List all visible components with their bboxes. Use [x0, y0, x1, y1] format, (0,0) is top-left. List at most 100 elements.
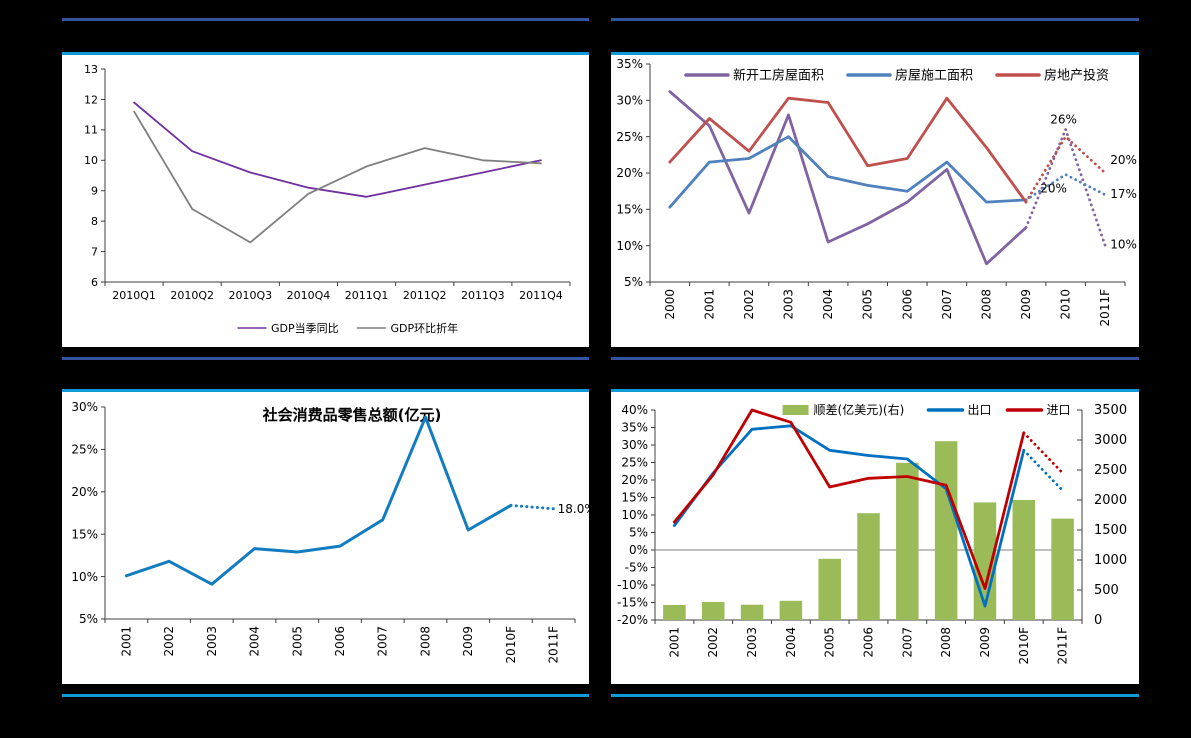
svg-text:2010Q1: 2010Q1 — [112, 289, 156, 302]
svg-text:10: 10 — [84, 154, 98, 167]
svg-text:2011Q1: 2011Q1 — [345, 289, 389, 302]
svg-text:18.0%: 18.0% — [558, 502, 589, 516]
svg-text:2004: 2004 — [784, 627, 798, 658]
svg-text:2004: 2004 — [248, 626, 262, 657]
svg-text:30%: 30% — [621, 438, 648, 452]
svg-text:2500: 2500 — [1094, 463, 1127, 478]
svg-text:20%: 20% — [1110, 153, 1137, 167]
separator-cyan-row1-left — [62, 52, 589, 55]
svg-text:2001: 2001 — [119, 626, 133, 657]
svg-text:2008: 2008 — [939, 627, 953, 658]
svg-text:2011F: 2011F — [547, 626, 561, 664]
svg-text:15%: 15% — [71, 527, 98, 541]
svg-text:2002: 2002 — [706, 627, 720, 658]
retail-sales-chart-panel: 30% 25% 20% 15% 10% 5% 2001 2002 2003 2004 2005 200… — [62, 392, 589, 684]
svg-text:40%: 40% — [621, 403, 648, 417]
svg-text:2004: 2004 — [821, 289, 835, 320]
svg-text:2000: 2000 — [663, 289, 677, 320]
svg-text:2007: 2007 — [940, 289, 954, 320]
svg-text:500: 500 — [1094, 583, 1119, 598]
svg-text:20%: 20% — [71, 485, 98, 499]
svg-text:6: 6 — [91, 276, 98, 289]
svg-text:1000: 1000 — [1094, 553, 1127, 568]
svg-text:2003: 2003 — [205, 626, 219, 657]
svg-text:1500: 1500 — [1094, 523, 1127, 538]
retail-sales-line-chart: 30% 25% 20% 15% 10% 5% 2001 2002 2003 2004 2005 200… — [71, 400, 589, 664]
svg-text:2003: 2003 — [745, 627, 759, 658]
trade-combo-chart: 40% 35% 30% 25% 20% 15% 10% 5% 0% -5% -10% -15% -20%… — [617, 402, 1127, 665]
svg-text:2002: 2002 — [162, 626, 176, 657]
svg-text:20%: 20% — [621, 473, 648, 487]
separator-navy-row1-left — [62, 18, 589, 21]
svg-text:2011Q2: 2011Q2 — [403, 289, 447, 302]
svg-text:20%: 20% — [1040, 181, 1067, 195]
svg-text:2005: 2005 — [823, 627, 837, 658]
svg-text:8: 8 — [91, 215, 98, 228]
svg-text:25%: 25% — [621, 456, 648, 470]
svg-text:10%: 10% — [621, 508, 648, 522]
separator-navy-row2-left — [62, 357, 589, 360]
svg-text:2006: 2006 — [333, 626, 347, 657]
svg-text:5%: 5% — [629, 526, 648, 540]
svg-text:2010: 2010 — [1059, 289, 1073, 320]
svg-text:2006: 2006 — [862, 627, 876, 658]
svg-text:9: 9 — [91, 185, 98, 198]
svg-text:2007: 2007 — [900, 627, 914, 658]
gdp-line-chart: 13 12 11 10 9 8 7 6 2010Q1 2010Q2 2010Q3 2010Q4 2011… — [84, 63, 571, 335]
svg-text:2009: 2009 — [461, 626, 475, 657]
svg-text:2011Q4: 2011Q4 — [519, 289, 563, 302]
svg-text:17%: 17% — [1110, 187, 1137, 201]
svg-text:2005: 2005 — [290, 626, 304, 657]
svg-text:-10%: -10% — [617, 578, 648, 592]
svg-text:3500: 3500 — [1094, 403, 1127, 418]
svg-text:0%: 0% — [629, 543, 648, 557]
svg-text:2010Q3: 2010Q3 — [228, 289, 272, 302]
svg-text:2007: 2007 — [376, 626, 390, 657]
svg-text:2011F: 2011F — [1056, 627, 1070, 665]
svg-text:26%: 26% — [1050, 112, 1077, 126]
svg-text:社会消费品零售总额(亿元): 社会消费品零售总额(亿元) — [262, 406, 442, 424]
svg-text:2008: 2008 — [979, 289, 993, 320]
real-estate-line-chart: 35% 30% 25% 20% 15% 10% 5% 2000 2001 2002 2003 2004… — [616, 57, 1137, 327]
svg-text:20%: 20% — [616, 166, 643, 180]
real-estate-chart-panel: 35% 30% 25% 20% 15% 10% 5% 2000 2001 2002 2003 2004… — [611, 55, 1139, 347]
svg-text:30%: 30% — [616, 94, 643, 108]
separator-cyan-bottom-left — [62, 694, 589, 697]
svg-text:2003: 2003 — [782, 289, 796, 320]
separator-cyan-row2-right — [611, 389, 1139, 392]
svg-text:15%: 15% — [616, 203, 643, 217]
svg-text:7: 7 — [91, 245, 98, 258]
separator-cyan-row2-left — [62, 389, 589, 392]
svg-text:35%: 35% — [621, 421, 648, 435]
svg-text:-5%: -5% — [625, 561, 648, 575]
svg-text:2001: 2001 — [702, 289, 716, 320]
svg-text:GDP环比折年: GDP环比折年 — [391, 321, 459, 335]
svg-text:5%: 5% — [79, 612, 98, 626]
gdp-chart-panel: 13 12 11 10 9 8 7 6 2010Q1 2010Q2 2010Q3 2010Q4 2011… — [62, 55, 589, 347]
svg-text:进口: 进口 — [1046, 403, 1070, 417]
svg-text:顺差(亿美元)(右): 顺差(亿美元)(右) — [814, 402, 905, 417]
svg-text:10%: 10% — [616, 239, 643, 253]
svg-text:2006: 2006 — [900, 289, 914, 320]
svg-text:30%: 30% — [71, 400, 98, 414]
svg-text:2008: 2008 — [418, 626, 432, 657]
svg-text:10%: 10% — [1110, 238, 1137, 252]
svg-text:5%: 5% — [624, 275, 643, 289]
svg-text:3000: 3000 — [1094, 433, 1127, 448]
svg-text:25%: 25% — [71, 443, 98, 457]
svg-text:房屋施工面积: 房屋施工面积 — [895, 68, 973, 84]
svg-text:2009: 2009 — [978, 627, 992, 658]
separator-cyan-bottom-right — [611, 694, 1139, 697]
svg-text:房地产投资: 房地产投资 — [1044, 68, 1109, 84]
svg-text:GDP当季同比: GDP当季同比 — [271, 321, 339, 335]
svg-text:出口: 出口 — [967, 403, 991, 417]
separator-navy-row1-right — [611, 18, 1139, 21]
separator-navy-row2-right — [611, 357, 1139, 360]
svg-text:15%: 15% — [621, 491, 648, 505]
svg-text:2010F: 2010F — [504, 626, 518, 664]
trade-chart-panel: 40% 35% 30% 25% 20% 15% 10% 5% 0% -5% -10% -15% -20%… — [611, 392, 1139, 684]
separator-cyan-row1-right — [611, 52, 1139, 55]
svg-text:10%: 10% — [71, 570, 98, 584]
svg-text:2011F: 2011F — [1098, 289, 1112, 327]
